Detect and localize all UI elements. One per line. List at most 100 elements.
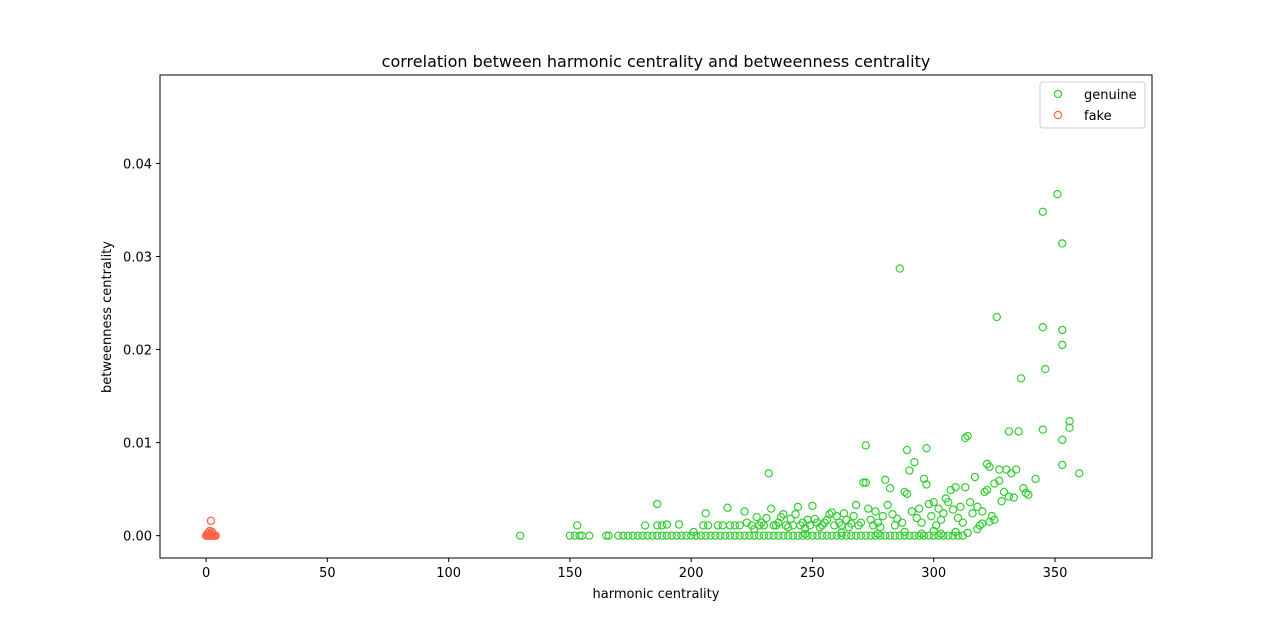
data-point-genuine (902, 489, 912, 498)
x-tick-label: 100 (436, 566, 461, 581)
data-point-genuine (791, 510, 800, 519)
data-point-genuine (701, 509, 710, 518)
data-point-genuine (871, 531, 880, 540)
legend: genuine fake (1039, 81, 1146, 129)
data-point-genuine (800, 524, 810, 533)
x-tick-label: 200 (679, 566, 704, 581)
data-point-genuine (716, 531, 725, 540)
data-point-genuine (931, 521, 941, 530)
data-point-genuine (878, 511, 887, 521)
data-point-genuine (910, 457, 919, 467)
data-point-genuine (653, 521, 662, 530)
legend-box (1039, 81, 1146, 129)
data-point-genuine (851, 500, 861, 510)
data-point-genuine (859, 478, 868, 487)
data-point-genuine (662, 520, 672, 529)
legend-label-genuine: genuine (1084, 88, 1137, 103)
data-point-genuine (779, 510, 788, 519)
data-point-genuine (995, 476, 1004, 485)
data-point-genuine (674, 520, 684, 529)
data-point-genuine (900, 527, 909, 537)
data-point-genuine (750, 531, 759, 540)
data-point-genuine (800, 529, 810, 539)
x-tick-label: 250 (800, 566, 825, 581)
data-point-genuine (851, 531, 861, 540)
data-point-genuine (730, 531, 740, 540)
data-point-genuine (720, 531, 730, 540)
data-point-genuine (914, 531, 924, 540)
x-tick-label: 300 (921, 566, 946, 581)
data-point-genuine (602, 531, 611, 540)
data-point-genuine (873, 518, 883, 527)
data-point-genuine (682, 531, 691, 540)
data-point-genuine (774, 531, 783, 540)
data-point-genuine (1058, 340, 1067, 350)
data-point-genuine (873, 529, 883, 539)
data-point-genuine (1041, 364, 1050, 374)
data-point-fake (206, 529, 216, 539)
data-point-genuine (815, 523, 824, 532)
data-point-genuine (914, 504, 924, 513)
data-point-genuine (999, 487, 1009, 497)
data-point-genuine (752, 512, 761, 522)
data-point-genuine (905, 466, 914, 475)
data-point-genuine (888, 510, 897, 519)
data-point-genuine (572, 521, 582, 530)
data-point-genuine (701, 531, 710, 540)
data-point-genuine (958, 518, 968, 527)
data-point-genuine (796, 521, 805, 530)
data-point-genuine (1014, 427, 1023, 436)
data-point-genuine (788, 521, 798, 530)
data-point-genuine (783, 531, 793, 540)
data-point-genuine (842, 531, 851, 540)
data-point-genuine (657, 531, 667, 540)
data-point-genuine (861, 531, 871, 540)
data-point-genuine (939, 509, 948, 518)
data-point-genuine (985, 517, 994, 526)
data-point-genuine (968, 509, 977, 518)
data-point-genuine (725, 531, 735, 540)
data-point-genuine (1058, 325, 1067, 335)
data-point-genuine (643, 531, 652, 540)
data-point-genuine (808, 501, 817, 511)
data-point-genuine (876, 531, 885, 540)
data-point-genuine (767, 504, 776, 513)
data-point-genuine (776, 512, 786, 522)
data-point-genuine (788, 531, 798, 540)
data-point-genuine (735, 521, 744, 530)
data-point-genuine (922, 480, 931, 489)
data-point-genuine (759, 531, 769, 540)
data-point-genuine (827, 531, 837, 540)
data-point-genuine (961, 433, 970, 443)
data-point-genuine (832, 531, 841, 540)
data-point-genuine (990, 515, 999, 525)
data-point-genuine (881, 475, 890, 485)
x-tick-label: 150 (557, 566, 582, 581)
data-point-genuine (866, 515, 875, 525)
data-point-genuine (1065, 417, 1074, 426)
data-point-genuine (725, 521, 735, 530)
data-point-genuine (924, 499, 934, 509)
data-point-genuine (963, 431, 972, 441)
data-point-genuine (939, 531, 948, 540)
data-point-genuine (919, 474, 929, 484)
data-point-genuine (1004, 427, 1014, 436)
data-point-genuine (703, 521, 713, 530)
chart-title: correlation between harmonic centrality … (382, 52, 931, 71)
data-point-genuine (907, 507, 917, 516)
data-point-genuine (745, 531, 754, 540)
data-point-genuine (677, 531, 686, 540)
data-point-genuine (638, 531, 647, 540)
data-point-genuine (805, 521, 815, 530)
data-point-genuine (864, 504, 873, 513)
data-point-genuine (885, 484, 895, 493)
data-point-genuine (861, 478, 871, 487)
data-point-genuine (837, 528, 846, 538)
data-point-genuine (757, 518, 766, 527)
data-point-genuine (834, 518, 844, 527)
data-point-genuine (980, 487, 989, 497)
data-point-fake (206, 516, 216, 525)
data-point-genuine (985, 462, 994, 471)
data-point-genuine (1009, 493, 1018, 502)
data-point-genuine (735, 531, 744, 540)
